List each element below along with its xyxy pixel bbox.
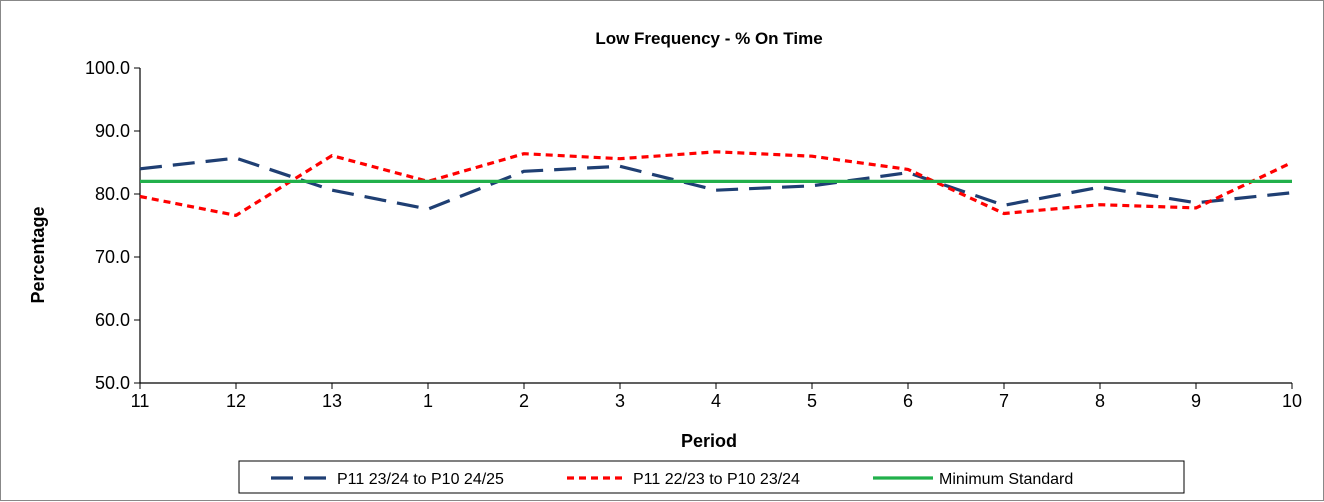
series-line-1	[139, 156, 1293, 211]
y-tick-label: 50.0	[95, 373, 130, 393]
x-tick-label: 4	[711, 391, 721, 411]
y-tick-label: 100.0	[85, 58, 130, 78]
axes	[134, 67, 1293, 389]
x-tick-label: 10	[1282, 391, 1302, 411]
x-tick-label: 9	[1191, 391, 1201, 411]
y-tick-label: 60.0	[95, 310, 130, 330]
legend-label-3: Minimum Standard	[939, 471, 1073, 488]
x-tick-label: 6	[903, 391, 913, 411]
y-axis-title: Percentage	[28, 206, 48, 303]
legend-box	[238, 460, 1185, 494]
series-lines	[139, 150, 1293, 217]
x-tick-label: 2	[519, 391, 529, 411]
y-tick-label: 80.0	[95, 184, 130, 204]
series-line-2	[139, 150, 1293, 217]
legend: P11 23/24 to P10 24/25 P11 22/23 to P10 2…	[238, 460, 1185, 494]
y-tick-label: 90.0	[95, 121, 130, 141]
chart-title: Low Frequency - % On Time	[595, 29, 822, 48]
x-tick-label: 3	[615, 391, 625, 411]
y-axis-ticks: 50.0 60.0 70.0 80.0 90.0 100.0	[85, 58, 130, 393]
x-tick-label: 7	[999, 391, 1009, 411]
x-tick-label: 5	[807, 391, 817, 411]
y-tick-label: 70.0	[95, 247, 130, 267]
legend-label-2: P11 22/23 to P10 23/24	[633, 471, 800, 488]
x-tick-label: 11	[131, 391, 150, 411]
x-tick-label: 12	[226, 391, 246, 411]
legend-label-1: P11 23/24 to P10 24/25	[337, 471, 504, 488]
x-tick-label: 1	[423, 391, 433, 411]
x-axis-ticks: 11 12 13 1 2 3 4 5 6 7 8 9 10	[131, 391, 1302, 411]
x-axis-title: Period	[681, 431, 737, 451]
x-tick-label: 13	[322, 391, 342, 411]
x-tick-label: 8	[1095, 391, 1105, 411]
